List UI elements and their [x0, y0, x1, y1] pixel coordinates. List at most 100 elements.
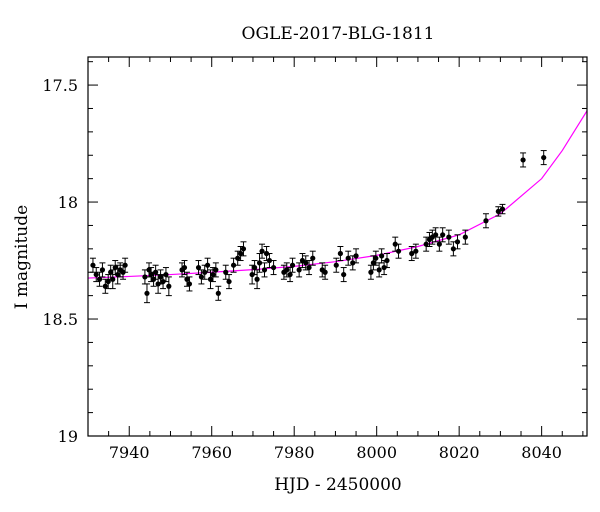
data-marker: [446, 234, 452, 240]
data-point: [372, 250, 379, 266]
data-point: [102, 278, 109, 294]
data-marker: [462, 234, 468, 240]
data-marker: [198, 274, 205, 280]
data-point: [261, 262, 268, 278]
data-point: [436, 236, 443, 252]
data-point: [367, 264, 374, 280]
axes: 7940 7960 7980 8000 8020 8040 17.5 18 18.5 19: [42, 56, 588, 462]
data-marker: [433, 232, 439, 238]
plot-area: [88, 110, 587, 304]
data-marker: [210, 271, 216, 278]
data-marker: [333, 262, 339, 268]
data-point: [302, 255, 309, 271]
data-point: [353, 248, 360, 264]
data-point: [482, 213, 489, 229]
data-point: [186, 276, 193, 292]
data-point: [412, 243, 419, 259]
data-marker: [322, 269, 328, 275]
data-marker: [350, 260, 356, 266]
x-axis-label: HJD - 2450000: [274, 475, 402, 495]
data-marker: [90, 262, 96, 268]
data-point: [309, 250, 316, 266]
data-marker: [163, 271, 169, 278]
data-point: [183, 271, 190, 287]
data-point: [212, 262, 219, 278]
data-marker: [142, 274, 148, 280]
y-axis-label: I magnitude: [12, 205, 32, 309]
data-marker: [270, 264, 277, 271]
data-point: [240, 241, 247, 257]
y-tick-label: 18: [58, 193, 78, 212]
data-marker: [373, 255, 379, 261]
data-marker: [99, 267, 106, 273]
data-point: [495, 206, 502, 217]
data-marker: [379, 253, 385, 259]
data-marker: [483, 218, 489, 224]
data-point: [439, 227, 446, 243]
y-tick-label: 17.5: [42, 76, 78, 95]
data-point: [395, 243, 402, 259]
data-point: [270, 260, 277, 276]
data-marker: [240, 246, 247, 252]
data-marker: [337, 250, 343, 257]
data-marker: [146, 267, 152, 273]
x-tick-label: 7980: [274, 443, 315, 462]
data-point: [93, 267, 100, 283]
x-tick-label: 8020: [439, 443, 480, 462]
data-point: [333, 257, 340, 273]
data-marker: [215, 290, 221, 296]
data-point: [198, 269, 205, 285]
data-marker: [413, 248, 419, 254]
data-marker: [105, 278, 111, 285]
data-marker: [287, 271, 293, 278]
x-tick-label: 8040: [521, 443, 562, 462]
data-marker: [310, 255, 316, 261]
data-point: [499, 203, 506, 215]
data-marker: [256, 260, 263, 266]
data-marker: [93, 271, 99, 278]
data-point: [234, 250, 241, 266]
data-point: [540, 150, 547, 166]
data-point: [306, 260, 313, 276]
x-tick-label: 7960: [191, 443, 232, 462]
data-marker: [184, 276, 190, 282]
data-marker: [370, 260, 376, 266]
data-marker: [144, 290, 150, 296]
data-point: [462, 229, 469, 245]
data-point: [204, 257, 211, 273]
data-point: [345, 250, 352, 266]
data-marker: [122, 262, 128, 268]
data-point: [215, 285, 222, 301]
data-marker: [96, 276, 103, 282]
data-point: [423, 236, 430, 252]
data-marker: [157, 274, 164, 280]
data-point: [289, 257, 296, 273]
data-marker: [520, 157, 526, 163]
data-marker: [186, 281, 193, 287]
data-point: [109, 269, 116, 290]
x-tick-label: 8000: [356, 443, 397, 462]
data-marker: [395, 248, 402, 254]
data-point: [122, 257, 129, 273]
data-marker: [204, 262, 211, 268]
data-marker: [306, 264, 312, 271]
chart-title: OGLE-2017-BLG-1811: [242, 24, 435, 44]
data-point: [114, 264, 121, 285]
data-marker: [541, 154, 547, 161]
data-marker: [261, 267, 268, 273]
data-point: [256, 253, 263, 273]
data-marker: [303, 260, 309, 266]
data-marker: [195, 264, 202, 271]
data-point: [207, 269, 214, 290]
data-point: [408, 246, 415, 262]
data-marker: [454, 239, 461, 245]
data-marker: [166, 283, 172, 289]
data-marker: [213, 267, 219, 273]
data-point: [337, 246, 344, 262]
data-marker: [181, 264, 188, 271]
data-marker: [495, 208, 501, 215]
data-marker: [153, 269, 159, 275]
data-marker: [440, 232, 446, 238]
data-point: [96, 271, 103, 287]
